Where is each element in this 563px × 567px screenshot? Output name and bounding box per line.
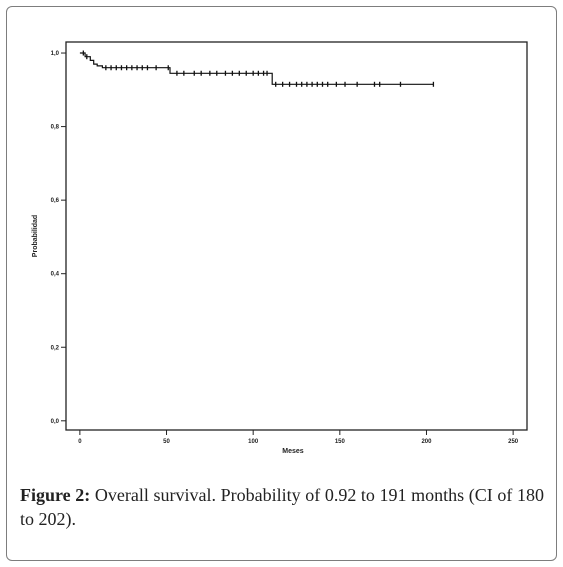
x-tick-label: 100	[248, 439, 259, 445]
survival-chart: 0,0 0,2 0,4 0,6 0,8 1,0 0 50 100 150 200 250 Meses…	[32, 41, 528, 455]
x-tick-label: 200	[421, 439, 432, 445]
caption-text: Overall survival. Probability of 0.92 to…	[20, 485, 545, 529]
y-tick-label: 0,0	[51, 419, 60, 425]
censor-marks	[82, 50, 435, 87]
x-tick-label: 0	[78, 439, 82, 445]
figure-caption: Figure 2: Overall survival. Probability …	[20, 483, 544, 531]
y-axis-title: Probabilidad	[32, 215, 39, 257]
survival-curve	[79, 52, 434, 85]
y-tick-label: 1,0	[51, 51, 60, 57]
x-tick-label: 50	[163, 439, 170, 445]
x-axis-ticks: 0 50 100 150 200 250	[78, 430, 519, 445]
x-axis-title: Meses	[282, 448, 304, 455]
y-tick-label: 0,6	[51, 198, 60, 204]
y-tick-label: 0,8	[51, 125, 60, 131]
y-tick-label: 0,4	[51, 272, 60, 278]
plot-frame	[65, 41, 528, 431]
y-axis-ticks: 0,0 0,2 0,4 0,6 0,8 1,0	[51, 51, 66, 425]
caption-label: Figure 2:	[20, 485, 91, 505]
y-tick-label: 0,2	[51, 345, 60, 351]
x-tick-label: 150	[335, 439, 346, 445]
x-tick-label: 250	[508, 439, 519, 445]
